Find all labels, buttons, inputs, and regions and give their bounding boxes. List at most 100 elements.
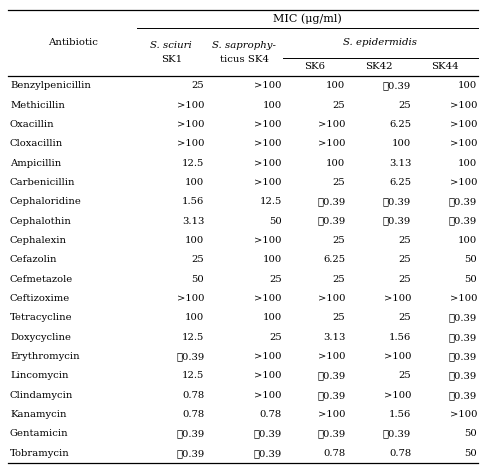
Text: Cephaloridine: Cephaloridine [10,197,82,206]
Text: >100: >100 [255,294,282,303]
Text: 12.5: 12.5 [182,159,204,168]
Text: ≦0.39: ≦0.39 [176,430,204,439]
Text: Antibiotic: Antibiotic [48,38,98,47]
Text: >100: >100 [450,101,477,110]
Text: 25: 25 [269,333,282,342]
Text: Cephalothin: Cephalothin [10,217,72,226]
Text: 1.56: 1.56 [389,410,411,419]
Text: 100: 100 [185,178,204,187]
Text: 12.5: 12.5 [182,333,204,342]
Text: 1.56: 1.56 [389,333,411,342]
Text: ≦0.39: ≦0.39 [449,372,477,380]
Text: >100: >100 [177,294,204,303]
Text: Cloxacillin: Cloxacillin [10,139,63,148]
Text: 100: 100 [458,236,477,245]
Text: 12.5: 12.5 [182,372,204,380]
Text: 1.56: 1.56 [182,197,204,206]
Text: 12.5: 12.5 [259,197,282,206]
Text: ≦0.39: ≦0.39 [383,197,411,206]
Text: 100: 100 [458,81,477,90]
Text: >100: >100 [318,294,346,303]
Text: Oxacillin: Oxacillin [10,120,55,129]
Text: ≦0.39: ≦0.39 [383,430,411,439]
Text: 25: 25 [333,314,346,322]
Text: ≦0.39: ≦0.39 [317,372,346,380]
Text: ≦0.39: ≦0.39 [254,449,282,458]
Text: 100: 100 [263,101,282,110]
Text: 0.78: 0.78 [260,410,282,419]
Text: 100: 100 [326,159,346,168]
Text: S. saprophy-: S. saprophy- [212,41,276,50]
Text: SK44: SK44 [431,63,459,72]
Text: >100: >100 [255,352,282,361]
Text: 25: 25 [333,178,346,187]
Text: 3.13: 3.13 [323,333,346,342]
Text: ≦0.39: ≦0.39 [317,197,346,206]
Text: >100: >100 [450,178,477,187]
Text: 25: 25 [398,372,411,380]
Text: >100: >100 [450,120,477,129]
Text: 3.13: 3.13 [182,217,204,226]
Text: >100: >100 [255,139,282,148]
Text: Cefmetazole: Cefmetazole [10,275,73,284]
Text: ≦0.39: ≦0.39 [449,217,477,226]
Text: ≦0.39: ≦0.39 [449,352,477,361]
Text: Benzylpenicillin: Benzylpenicillin [10,81,91,90]
Text: >100: >100 [318,139,346,148]
Text: ≦0.39: ≦0.39 [176,352,204,361]
Text: 50: 50 [464,430,477,439]
Text: >100: >100 [255,372,282,380]
Text: >100: >100 [177,101,204,110]
Text: S. epidermidis: S. epidermidis [344,38,418,47]
Text: Kanamycin: Kanamycin [10,410,66,419]
Text: >100: >100 [318,352,346,361]
Text: 25: 25 [333,236,346,245]
Text: 50: 50 [464,449,477,458]
Text: 6.25: 6.25 [389,120,411,129]
Text: ≦0.39: ≦0.39 [449,197,477,206]
Text: Doxycycline: Doxycycline [10,333,71,342]
Text: Ceftizoxime: Ceftizoxime [10,294,70,303]
Text: >100: >100 [450,139,477,148]
Text: >100: >100 [255,236,282,245]
Text: ≦0.39: ≦0.39 [317,391,346,400]
Text: Gentamicin: Gentamicin [10,430,69,439]
Text: >100: >100 [450,294,477,303]
Text: 0.78: 0.78 [182,391,204,400]
Text: Erythromycin: Erythromycin [10,352,80,361]
Text: Tetracycline: Tetracycline [10,314,73,322]
Text: >100: >100 [255,159,282,168]
Text: >100: >100 [384,391,411,400]
Text: ≦0.39: ≦0.39 [449,314,477,322]
Text: Ampicillin: Ampicillin [10,159,61,168]
Text: >100: >100 [384,352,411,361]
Text: >100: >100 [318,120,346,129]
Text: 50: 50 [464,256,477,264]
Text: >100: >100 [255,120,282,129]
Text: ≦0.39: ≦0.39 [254,430,282,439]
Text: ≦0.39: ≦0.39 [383,217,411,226]
Text: 25: 25 [398,101,411,110]
Text: 25: 25 [398,275,411,284]
Text: >100: >100 [255,81,282,90]
Text: SK42: SK42 [365,63,393,72]
Text: 25: 25 [192,81,204,90]
Text: 0.78: 0.78 [323,449,346,458]
Text: S. sciuri: S. sciuri [151,41,192,50]
Text: Lincomycin: Lincomycin [10,372,69,380]
Text: 100: 100 [392,139,411,148]
Text: 3.13: 3.13 [389,159,411,168]
Text: SK6: SK6 [304,63,325,72]
Text: 0.78: 0.78 [182,410,204,419]
Text: ≦0.39: ≦0.39 [317,217,346,226]
Text: 100: 100 [263,314,282,322]
Text: 25: 25 [333,275,346,284]
Text: 50: 50 [192,275,204,284]
Text: 100: 100 [185,236,204,245]
Text: Clindamycin: Clindamycin [10,391,74,400]
Text: 100: 100 [263,256,282,264]
Text: 25: 25 [398,256,411,264]
Text: Methicillin: Methicillin [10,101,65,110]
Text: ≦0.39: ≦0.39 [449,333,477,342]
Text: 25: 25 [333,101,346,110]
